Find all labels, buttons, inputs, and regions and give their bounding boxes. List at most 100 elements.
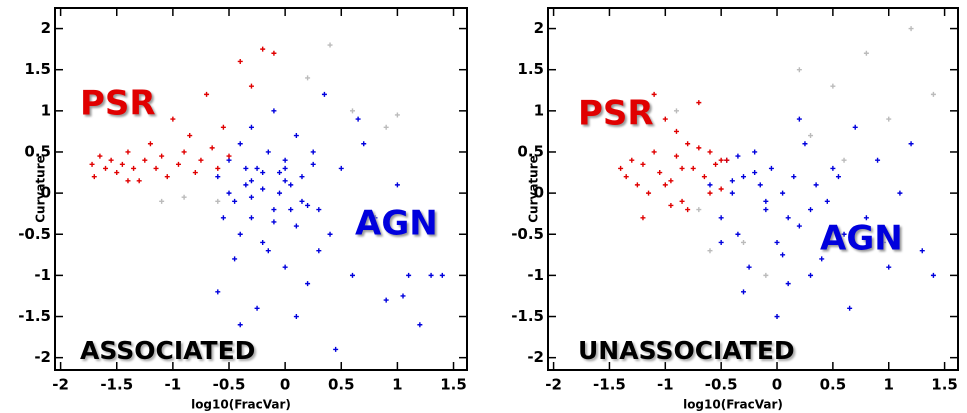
x-tick-label: -2 [52,376,69,394]
y-tick-label: 0.5 [517,142,544,160]
data-point [673,153,679,159]
data-point [204,91,210,97]
data-point [237,231,243,237]
data-point [232,198,238,204]
data-point [215,165,221,171]
data-point [908,141,914,147]
data-point [930,272,936,278]
data-point [299,174,305,180]
data-point [271,219,277,225]
data-point [136,178,142,184]
data-point [835,174,841,180]
data-point [763,198,769,204]
data-point [673,108,679,114]
data-point [243,165,249,171]
x-tick-label: -1 [657,376,674,394]
data-point [646,190,652,196]
data-point [718,157,724,163]
data-point [271,50,277,56]
data-point [847,305,853,311]
data-point [321,91,327,97]
data-point [808,272,814,278]
data-point [282,157,288,163]
data-point [707,190,713,196]
data-point [875,157,881,163]
data-point [897,190,903,196]
data-point [265,248,271,254]
data-point [260,239,266,245]
data-point [768,165,774,171]
y-tick-label: -1 [34,266,51,284]
data-point [125,178,131,184]
data-point [763,272,769,278]
data-point [417,322,423,328]
data-point [170,116,176,122]
y-tick-label: 1.5 [517,60,544,78]
data-point [305,202,311,208]
data-point [796,67,802,73]
y-tick-label: 2 [41,19,51,37]
data-point [209,145,215,151]
data-point [125,149,131,155]
data-point [668,178,674,184]
data-point [338,165,344,171]
data-point [243,182,249,188]
data-point [406,272,412,278]
data-point [780,190,786,196]
x-axis-label: log10(FracVar) [191,398,291,412]
data-point [198,157,204,163]
data-point [288,182,294,188]
data-point [271,108,277,114]
data-point [91,174,97,180]
data-point [729,190,735,196]
data-point [735,153,741,159]
data-point [147,141,153,147]
data-point [662,116,668,122]
data-point [254,305,260,311]
data-point [248,194,254,200]
y-tick-label: -0.5 [18,225,51,243]
data-point [293,314,299,320]
data-point [919,248,925,254]
x-tick-label: 1 [392,376,402,394]
data-point [696,100,702,106]
data-point [361,141,367,147]
x-tick-label: 0 [280,376,290,394]
data-point [215,174,221,180]
data-point [802,141,808,147]
data-point [718,239,724,245]
data-point [651,149,657,155]
data-point [164,174,170,180]
data-point [260,46,266,52]
data-point [763,207,769,213]
data-point [741,289,747,295]
data-point [383,297,389,303]
data-point [215,289,221,295]
data-point [640,215,646,221]
data-point [880,239,886,245]
data-point [696,145,702,151]
data-point [863,215,869,221]
y-axis-label: Curvature [34,155,48,223]
data-point [651,91,657,97]
data-point [277,170,283,176]
data-point [349,108,355,114]
data-point [181,194,187,200]
data-point [327,231,333,237]
data-point [248,124,254,130]
data-point [282,264,288,270]
data-point [260,186,266,192]
data-point [729,178,735,184]
data-point [685,141,691,147]
data-point [679,165,685,171]
data-point [741,239,747,245]
data-point [394,182,400,188]
data-point [299,198,305,204]
data-point [908,26,914,32]
data-point [685,207,691,213]
panel-label: UNASSOCIATED [578,336,795,365]
y-tick-label: 0 [534,184,544,202]
data-point [282,178,288,184]
data-point [265,149,271,155]
class-label: PSR [578,94,654,134]
